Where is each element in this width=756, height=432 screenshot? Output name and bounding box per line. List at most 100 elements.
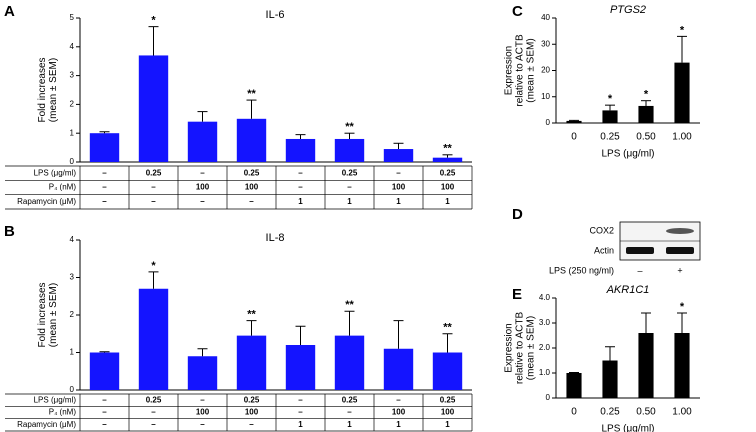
panel-label: D	[512, 206, 523, 223]
table-cell: 100	[392, 408, 406, 417]
blot-band	[666, 247, 694, 254]
significance-mark: *	[608, 93, 613, 105]
y-tick-label: 3.0	[539, 318, 551, 327]
y-tick-label: 5	[70, 13, 75, 22]
blot-band	[626, 247, 654, 254]
bar	[383, 348, 414, 390]
table-cell: 0.25	[146, 168, 162, 177]
bar	[674, 333, 690, 398]
bar	[89, 352, 120, 390]
bar	[638, 333, 654, 398]
y-tick-label: 4.0	[539, 293, 551, 302]
table-cell: –	[298, 168, 303, 177]
table-cell: 0.25	[146, 395, 162, 404]
table-cell: 0.25	[342, 168, 358, 177]
row-label: LPS (μg/ml)	[34, 168, 77, 177]
row-label: P₄ (nM)	[49, 183, 77, 192]
y-tick-label: 30	[541, 39, 550, 48]
panel-label: B	[4, 223, 15, 240]
table-cell: –	[151, 183, 156, 192]
y-tick-label: 2.0	[539, 343, 551, 352]
chart-title: IL-8	[266, 232, 285, 244]
bar	[383, 149, 414, 162]
table-cell: 100	[392, 183, 406, 192]
table-cell: 1	[347, 420, 352, 429]
table-cell: –	[200, 395, 205, 404]
table-cell: –	[396, 395, 401, 404]
bar	[89, 133, 120, 162]
y-tick-label: 1	[70, 348, 75, 357]
row-label: Rapamycin (μM)	[17, 197, 76, 206]
y-axis-label: (mean ± SEM)	[48, 58, 59, 122]
table-cell: 1	[445, 420, 450, 429]
table-cell: –	[102, 395, 107, 404]
table-cell: –	[102, 408, 107, 417]
blot-label: Actin	[594, 245, 614, 255]
row-label: Rapamycin (μM)	[17, 420, 76, 429]
table-cell: –	[151, 420, 156, 429]
y-tick-label: 0	[546, 118, 551, 127]
y-tick-label: 1	[70, 128, 75, 137]
table-cell: 100	[245, 408, 259, 417]
table-cell: –	[200, 420, 205, 429]
y-axis-label: Expression	[504, 46, 515, 95]
y-tick-label: 20	[541, 66, 550, 75]
chart-title: AKR1C1	[606, 284, 650, 296]
bar	[566, 120, 582, 123]
y-tick-label: 2	[70, 310, 75, 319]
bar	[674, 62, 690, 123]
row-label: P₄ (nM)	[49, 408, 77, 417]
table-cell: 100	[196, 408, 210, 417]
table-cell: –	[298, 408, 303, 417]
table-cell: –	[102, 168, 107, 177]
table-cell: 100	[196, 183, 210, 192]
x-axis-label: LPS (μg/ml)	[602, 424, 655, 432]
y-tick-label: 1.0	[539, 368, 551, 377]
bar	[285, 345, 316, 390]
table-cell: –	[200, 197, 205, 206]
bar	[334, 138, 365, 162]
table-cell: –	[347, 408, 352, 417]
bar	[602, 110, 618, 123]
x-tick-label: 1.00	[672, 132, 692, 143]
y-tick-label: 10	[541, 92, 550, 101]
panel-label: A	[4, 3, 15, 20]
bar	[432, 352, 463, 390]
treatment-label: LPS (250 ng/ml)	[549, 265, 614, 275]
x-tick-label: 0.25	[600, 407, 620, 418]
y-tick-label: 0	[70, 385, 75, 394]
y-tick-label: 4	[70, 42, 75, 51]
y-axis-label: (mean ± SEM)	[526, 316, 537, 380]
table-cell: –	[102, 197, 107, 206]
chart-title: IL-6	[266, 9, 285, 21]
table-cell: 1	[445, 197, 450, 206]
bar	[187, 121, 218, 162]
table-cell: 100	[441, 183, 455, 192]
y-tick-label: 40	[541, 13, 550, 22]
bar	[138, 55, 169, 162]
y-tick-label: 2	[70, 100, 75, 109]
significance-mark: *	[151, 15, 156, 27]
y-tick-label: 0	[546, 393, 551, 402]
x-tick-label: 0.25	[600, 132, 620, 143]
significance-mark: **	[443, 143, 452, 155]
table-cell: –	[249, 197, 254, 206]
y-tick-label: 4	[70, 235, 75, 244]
table-cell: 1	[298, 197, 303, 206]
lane-label: +	[677, 265, 682, 275]
y-axis-label: relative to ACTB	[515, 34, 526, 107]
table-cell: –	[200, 168, 205, 177]
bar	[187, 356, 218, 390]
y-tick-label: 3	[70, 273, 75, 282]
bar	[638, 105, 654, 123]
table-cell: 0.25	[342, 395, 358, 404]
y-axis-label: Fold increases	[37, 282, 48, 347]
y-axis-label: Fold increases	[37, 57, 48, 122]
table-cell: –	[347, 183, 352, 192]
table-cell: –	[151, 197, 156, 206]
blot-band	[666, 228, 694, 234]
table-cell: 100	[441, 408, 455, 417]
significance-mark: **	[443, 322, 452, 334]
x-axis-label: LPS (μg/ml)	[602, 149, 655, 160]
